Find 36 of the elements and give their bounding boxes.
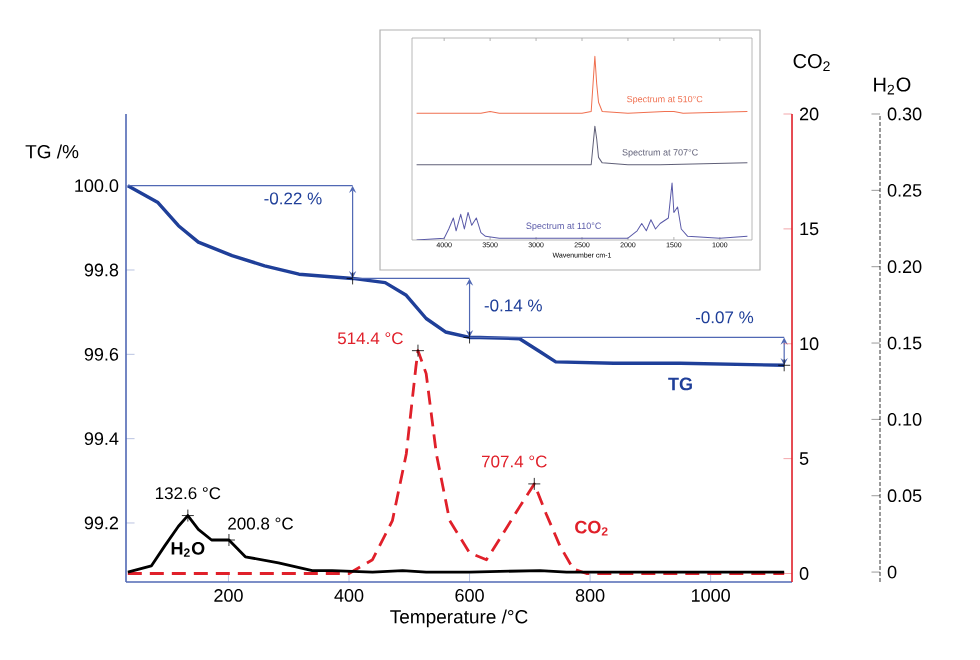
annotation: -0.07 % bbox=[695, 311, 754, 324]
y2-tick-label: 10 bbox=[800, 337, 819, 351]
x-tick-label: 600 bbox=[455, 589, 484, 602]
series-label: H$_{2}$O bbox=[171, 541, 205, 557]
x-tick-label: 800 bbox=[575, 589, 605, 602]
y2-tick-label: 0 bbox=[799, 567, 809, 580]
annotation: 132.6 °C bbox=[155, 487, 221, 500]
y3-tick-label: 0 bbox=[887, 565, 897, 579]
series-label: CO$_{2}$ bbox=[575, 520, 608, 536]
x-tick-label: 200 bbox=[214, 589, 243, 602]
y-tick-label: 99.4 bbox=[84, 432, 119, 446]
x-tick-label: 1000 bbox=[692, 589, 730, 602]
x-tick-label: 400 bbox=[334, 589, 364, 602]
y3-tick-label: 0.25 bbox=[887, 183, 922, 197]
y-tick-label: 100.0 bbox=[75, 179, 119, 193]
y2-axis-title: CO$_{2}$ bbox=[793, 54, 830, 71]
annotation: 514.4 °C bbox=[337, 332, 403, 345]
annotation: 707.4 °C bbox=[482, 455, 547, 468]
y3-axis-title: H$_{2}$O bbox=[874, 77, 911, 95]
y-axis-title: TG /% bbox=[25, 144, 79, 159]
y2-tick-label: 15 bbox=[800, 222, 819, 236]
y3-tick-label: 0.20 bbox=[887, 260, 922, 274]
y3-tick-label: 0.15 bbox=[887, 336, 922, 350]
y3-tick-label: 0.05 bbox=[887, 489, 922, 503]
y-tick-label: 99.8 bbox=[84, 263, 119, 277]
annotation: -0.22 % bbox=[264, 192, 322, 205]
series-label: TG bbox=[668, 377, 692, 391]
y-tick-label: 99.6 bbox=[84, 347, 119, 361]
annotation: 200.8 °C bbox=[228, 517, 294, 530]
annotation: -0.14 % bbox=[484, 299, 542, 312]
y-tick-label: 99.2 bbox=[84, 516, 119, 530]
y3-tick-label: 0.10 bbox=[887, 413, 922, 426]
y2-tick-label: 5 bbox=[799, 452, 809, 465]
y2-tick-label: 20 bbox=[799, 107, 819, 121]
y3-tick-label: 0.30 bbox=[887, 107, 922, 121]
x-axis-title: Temperature /°C bbox=[390, 609, 528, 628]
